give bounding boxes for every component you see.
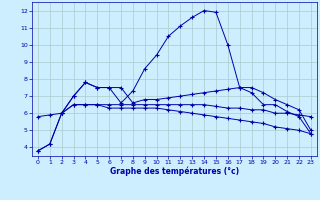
X-axis label: Graphe des températures (°c): Graphe des températures (°c) xyxy=(110,167,239,176)
